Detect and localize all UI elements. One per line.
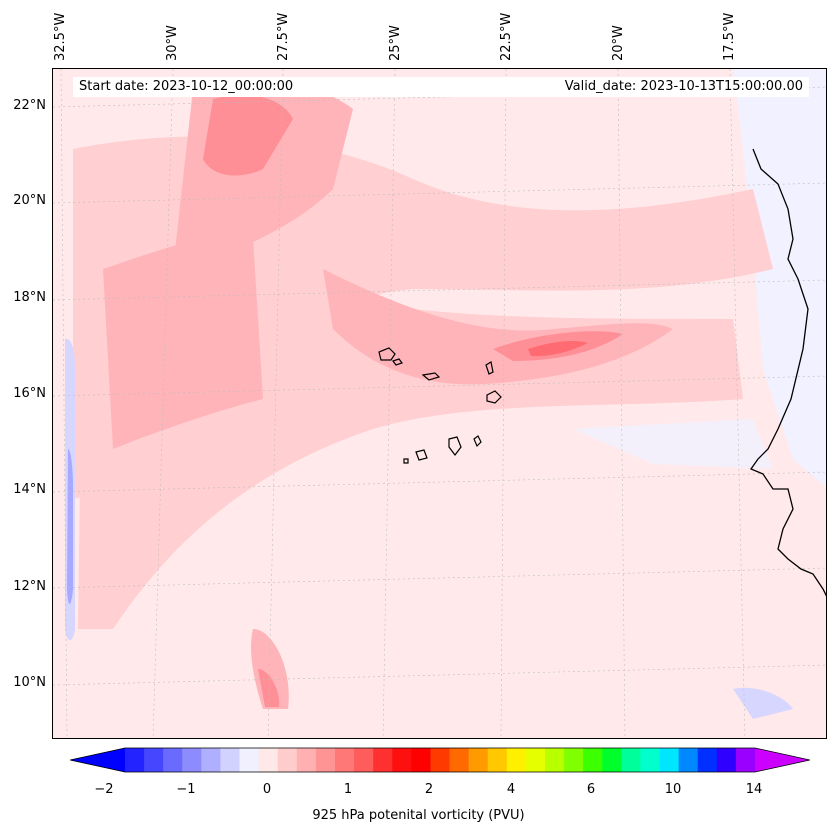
- colorbar-tick-label: 14: [745, 782, 763, 797]
- colorbar-segment: [277, 748, 298, 772]
- colorbar-segment: [125, 748, 145, 772]
- colorbar-segment: [640, 748, 661, 772]
- colorbar-segment: [716, 748, 737, 772]
- colorbar-segment: [449, 748, 470, 772]
- colorbar-label: 925 hPa potenital vorticity (PVU): [312, 808, 525, 823]
- colorbar-segment: [487, 748, 508, 772]
- graticule: [53, 69, 826, 738]
- colorbar-segment: [430, 748, 451, 772]
- latitude-label: 12°N: [13, 579, 46, 594]
- pv-contour-map: [53, 69, 826, 738]
- longitude-label: 22.5°W: [499, 12, 514, 61]
- colorbar-outline: [70, 747, 810, 773]
- colorbar-segment: [697, 748, 718, 772]
- colorbar-segment: [678, 748, 699, 772]
- colorbar-segment: [182, 748, 202, 772]
- colorbar-segment: [315, 748, 336, 772]
- colorbar-segment: [525, 748, 546, 772]
- colorbar-segment: [373, 748, 393, 772]
- colorbar-tick-label: 10: [664, 782, 682, 797]
- colorbar-segment: [392, 748, 412, 772]
- colorbar-segment: [239, 748, 260, 772]
- header-bar: Start date: 2023-10-12_00:00:00 Valid_da…: [73, 77, 809, 97]
- colorbar-segment: [583, 748, 603, 772]
- colorbar-segment: [201, 748, 221, 772]
- colorbar-tick-label: −2: [94, 782, 114, 797]
- map-panel: Start date: 2023-10-12_00:00:00 Valid_da…: [52, 68, 827, 739]
- colorbar-segment: [506, 748, 527, 772]
- pv-max-south: [258, 669, 280, 707]
- pv-feature-south: [251, 629, 289, 709]
- colorbar-segment: [659, 748, 680, 772]
- longitude-label: 17.5°W: [722, 12, 737, 61]
- latitude-label: 16°N: [13, 386, 46, 401]
- latitude-label: 10°N: [13, 675, 46, 690]
- colorbar-segment: [220, 748, 241, 772]
- pv-band-medium-west: [103, 236, 263, 449]
- negative-pv-region-ne: [733, 69, 826, 488]
- cape-verde-islands: [378, 347, 502, 464]
- colorbar-segment: [564, 748, 584, 772]
- negative-pv-spot-sw: [733, 687, 793, 719]
- longitude-label: 30°W: [165, 25, 180, 61]
- colorbar-segment: [602, 748, 622, 772]
- colorbar-segment: [354, 748, 374, 772]
- colorbar-tick-label: 1: [343, 782, 353, 797]
- longitude-label: 25°W: [388, 25, 403, 61]
- colorbar-segment: [468, 748, 489, 772]
- colorbar-segment: [144, 748, 164, 772]
- colorbar-max-arrow: [755, 748, 810, 772]
- latitude-label: 20°N: [13, 193, 46, 208]
- negative-pv-core-west: [67, 449, 73, 604]
- colorbar-segment: [296, 748, 317, 772]
- longitude-label: 20°W: [611, 25, 626, 61]
- colorbar: [70, 747, 810, 773]
- longitude-label: 27.5°W: [276, 12, 291, 61]
- pv-max-north: [203, 95, 293, 176]
- pv-streak-central: [323, 269, 673, 385]
- colorbar-tick-label: 4: [506, 782, 516, 797]
- colorbar-segment: [335, 748, 355, 772]
- latitude-label: 18°N: [13, 290, 46, 305]
- colorbar-tick-label: 2: [424, 782, 434, 797]
- colorbar-min-arrow: [70, 748, 125, 772]
- africa-coastline: [750, 148, 826, 597]
- pv-streak-max: [528, 341, 588, 357]
- colorbar-segment: [411, 748, 431, 772]
- colorbar-tick-label: 6: [586, 782, 596, 797]
- latitude-label: 22°N: [13, 98, 46, 113]
- start-date-text: Start date: 2023-10-12_00:00:00: [79, 79, 294, 94]
- colorbar-segment: [735, 748, 756, 772]
- colorbar-segment: [258, 748, 279, 772]
- colorbar-tick-label: −1: [176, 782, 196, 797]
- latitude-label: 14°N: [13, 482, 46, 497]
- negative-pv-region-east: [573, 419, 773, 469]
- colorbar-segment: [621, 748, 641, 772]
- colorbar-tick-label: 0: [262, 782, 272, 797]
- colorbar-segment: [163, 748, 183, 772]
- valid-date-text: Valid_date: 2023-10-13T15:00:00.00: [564, 79, 803, 94]
- longitude-label: 32.5°W: [53, 12, 68, 61]
- colorbar-segment: [545, 748, 565, 772]
